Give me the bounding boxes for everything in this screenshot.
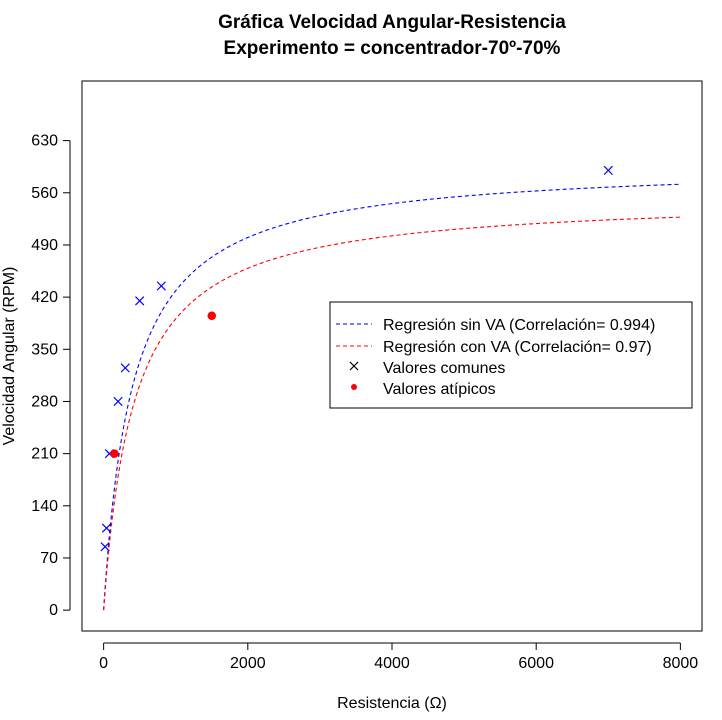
y-tick-label: 560 <box>31 185 58 202</box>
legend-label-regresion-con-va: Regresión con VA (Correlación= 0.97) <box>383 339 652 356</box>
regression-line-con-va <box>103 216 681 611</box>
legend-label-valores-comunes: Valores comunes <box>383 360 505 377</box>
x-tick-label: 6000 <box>518 655 554 672</box>
point-valor-comun <box>603 165 613 176</box>
point-valor-comun <box>120 363 130 373</box>
plot-area-frame <box>81 80 703 632</box>
regression-line-sin-va <box>103 183 681 611</box>
legend-key-valores-atipicos <box>351 384 357 390</box>
regression-curves <box>103 183 681 611</box>
y-tick-label: 0 <box>49 602 58 619</box>
point-valor-comun <box>101 523 112 533</box>
legend-key-valores-comunes <box>349 361 359 371</box>
legend-label-regresion-sin-va: Regresión sin VA (Correlación= 0.994) <box>383 317 655 334</box>
y-tick-label: 140 <box>31 498 58 515</box>
legend-label-valores-atipicos: Valores atípicos <box>383 381 496 398</box>
y-tick-label: 630 <box>31 133 58 150</box>
data-points <box>100 165 613 552</box>
point-valor-atipico <box>110 449 119 458</box>
x-tick-label: 8000 <box>663 655 699 672</box>
legend-box <box>329 301 693 409</box>
point-valor-comun <box>135 296 145 306</box>
point-valor-comun <box>156 281 166 291</box>
x-tick-label: 2000 <box>230 655 266 672</box>
point-valor-comun <box>113 396 123 407</box>
y-tick-label: 420 <box>31 289 58 306</box>
chart-title: Gráfica Velocidad Angular-Resistencia <box>218 12 566 33</box>
x-tick-label: 4000 <box>374 655 410 672</box>
y-axis: 0 70 140 210 280 350 420 490 560 630 <box>31 133 71 619</box>
point-valor-comun <box>100 542 110 552</box>
y-tick-label: 280 <box>31 393 58 410</box>
x-tick-label: 0 <box>99 655 108 672</box>
y-tick-label: 490 <box>31 237 58 254</box>
x-axis: 0 2000 4000 6000 8000 <box>99 642 699 672</box>
x-axis-label: Resistencia (Ω) <box>337 695 447 712</box>
y-tick-label: 210 <box>31 446 58 463</box>
chart-subtitle: Experimento = concentrador-70º-70% <box>224 38 561 59</box>
y-tick-label: 70 <box>40 550 58 567</box>
plot-box <box>81 80 703 632</box>
y-axis-label: Velocidad Angular (RPM) <box>1 267 18 446</box>
legend: Regresión sin VA (Correlación= 0.994) Re… <box>329 301 693 409</box>
y-tick-label: 350 <box>31 341 58 358</box>
point-valor-atipico <box>207 311 217 321</box>
